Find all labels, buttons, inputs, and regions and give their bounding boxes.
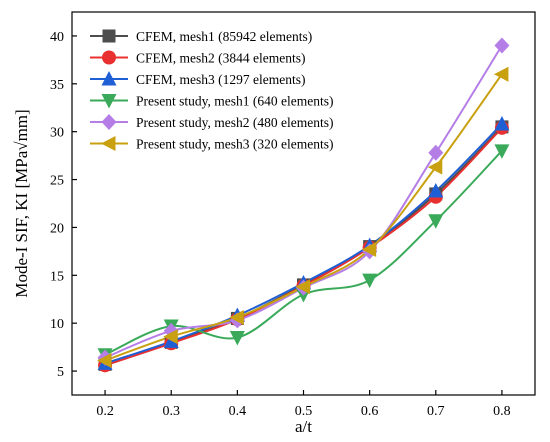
legend-entry-label: Present study, mesh2 (480 elements): [136, 115, 333, 130]
y-tick-label: 35: [50, 78, 64, 93]
legend-entry-label: CFEM, mesh3 (1297 elements): [136, 72, 305, 87]
data-point-series-6: [163, 329, 178, 345]
data-point-series-6: [97, 353, 112, 369]
data-point-series-4: [494, 144, 510, 159]
x-axis-ticks: 0.2 0.3 0.4 0.5 0.6 0.7 0.8: [96, 390, 511, 419]
legend: CFEM, mesh1 (85942 elements) CFEM, mesh2 …: [90, 29, 333, 152]
plot-markers: [97, 37, 510, 373]
data-point-series-6: [493, 66, 509, 82]
y-axis-title: Mode-I SIF, KI [MPa√mm]: [12, 109, 31, 297]
plot-frame: [71, 11, 536, 396]
y-tick-label: 20: [50, 221, 64, 236]
x-tick-label: 0.3: [162, 404, 180, 419]
data-point-series-6: [229, 309, 244, 325]
legend-entry-label: Present study, mesh1 (640 elements): [136, 94, 333, 109]
legend-marker: [101, 136, 116, 151]
y-tick-label: 25: [50, 174, 64, 189]
y-tick-label: 15: [50, 269, 64, 284]
legend-marker: [101, 114, 117, 130]
y-tick-label: 10: [50, 317, 64, 332]
legend-marker: [102, 50, 116, 65]
legend-marker: [102, 29, 116, 43]
data-point-series-6: [361, 241, 377, 257]
series-line-2: [104, 127, 503, 367]
y-axis-ticks: 5 10 15 20 25 30 35 40: [50, 30, 77, 380]
data-point-series-6: [295, 279, 310, 295]
y-tick-label: 30: [50, 126, 64, 141]
y-tick-label: 5: [57, 365, 64, 380]
series-line-1: [104, 126, 503, 366]
data-point-series-3: [494, 116, 510, 131]
data-point-series-4: [362, 273, 378, 289]
data-point-series-5: [428, 144, 444, 161]
x-axis-title: a/t: [295, 417, 312, 436]
x-tick-label: 0.6: [361, 404, 379, 419]
series-line-4: [104, 150, 503, 356]
data-point-series-3: [428, 183, 444, 198]
legend-marker: [101, 94, 117, 109]
x-tick-label: 0.8: [493, 404, 511, 419]
x-tick-label: 0.7: [427, 404, 445, 419]
series-line-5: [104, 44, 503, 359]
legend-entry-label: CFEM, mesh2 (3844 elements): [136, 51, 305, 66]
data-point-series-5: [494, 37, 510, 54]
data-point-series-4: [428, 214, 444, 229]
y-tick-label: 40: [50, 30, 64, 45]
legend-marker: [101, 71, 117, 86]
x-tick-label: 0.5: [295, 404, 313, 419]
x-tick-label: 0.2: [96, 404, 114, 419]
data-point-series-4: [229, 331, 245, 346]
legend-entry-label: Present study, mesh3 (320 elements): [136, 137, 333, 152]
data-point-series-6: [427, 159, 443, 175]
x-tick-label: 0.4: [229, 404, 247, 419]
legend-entry-label: CFEM, mesh1 (85942 elements): [136, 29, 312, 44]
